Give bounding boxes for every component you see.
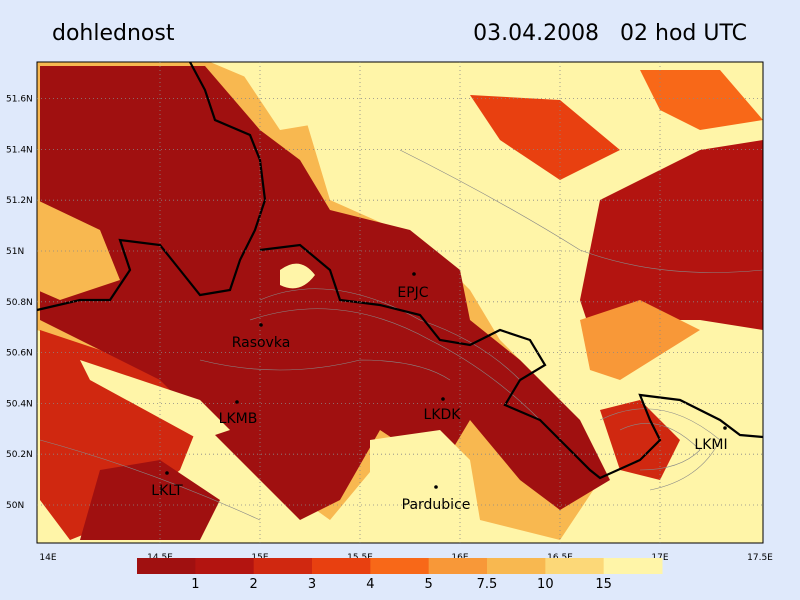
map-frame xyxy=(36,61,764,544)
legend-swatch xyxy=(253,558,313,574)
y-tick-label: 51.6N xyxy=(6,95,33,105)
x-tick-label: 17.5E xyxy=(747,553,773,563)
legend-label: 15 xyxy=(595,577,612,592)
y-tick-label: 51.4N xyxy=(6,145,33,155)
y-tick-label: 50.4N xyxy=(6,399,33,409)
place-marker xyxy=(412,272,416,276)
legend-label: 7.5 xyxy=(477,577,498,592)
legend-label: 5 xyxy=(425,577,433,592)
border xyxy=(259,243,764,480)
y-tick-label: 51.2N xyxy=(6,196,33,206)
border xyxy=(36,61,267,312)
place-marker xyxy=(235,400,239,404)
legend-swatch xyxy=(545,558,605,574)
y-tick-label: 50.2N xyxy=(6,450,33,460)
title: dohlednost xyxy=(52,21,175,46)
place-marker xyxy=(441,397,445,401)
place-label: LKMI xyxy=(694,437,727,453)
y-tick-label: 50.6N xyxy=(6,349,33,359)
place-marker xyxy=(165,471,169,475)
legend-swatch xyxy=(370,558,430,574)
legend-swatch xyxy=(312,558,371,574)
place-marker xyxy=(723,426,727,430)
legend-label: 3 xyxy=(308,577,316,592)
legend-swatch xyxy=(487,558,546,574)
place-label: Rasovka xyxy=(232,335,291,351)
place-marker xyxy=(259,323,263,327)
legend-label: 4 xyxy=(366,577,374,592)
legend-label: 1 xyxy=(191,577,199,592)
time: 03.04.2008 02 hod UTC xyxy=(473,21,747,46)
legend-label: 2 xyxy=(250,577,258,592)
place-label: LKMB xyxy=(219,411,258,427)
legend-swatch xyxy=(195,558,255,574)
y-tick-label: 50N xyxy=(6,501,24,511)
place-marker xyxy=(434,485,438,489)
y-tick-label: 50.8N xyxy=(6,298,33,308)
place-label: LKDK xyxy=(424,407,462,423)
legend-swatch xyxy=(603,558,663,574)
visibility-field xyxy=(37,62,763,543)
legend-swatch xyxy=(428,558,488,574)
x-tick-label: 14E xyxy=(39,553,56,563)
legend-swatch xyxy=(137,558,196,574)
legend-label: 10 xyxy=(537,577,554,592)
place-label: Pardubice xyxy=(402,497,471,513)
place-label: EPJC xyxy=(397,285,428,301)
place-label: LKLT xyxy=(151,483,183,499)
terrain-contours xyxy=(39,149,763,521)
y-tick-label: 51N xyxy=(6,247,24,257)
